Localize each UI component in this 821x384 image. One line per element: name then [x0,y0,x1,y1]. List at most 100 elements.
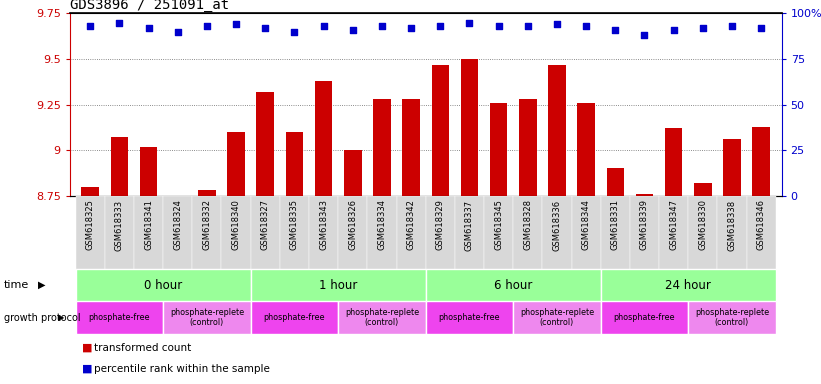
Bar [519,99,537,196]
Text: phosphate-free: phosphate-free [438,313,500,322]
Text: GSM618338: GSM618338 [727,200,736,251]
Point [230,22,243,28]
Bar [81,187,99,196]
Text: GSM618342: GSM618342 [406,200,415,250]
Point [346,27,360,33]
Text: phosphate-replete
(control): phosphate-replete (control) [345,308,419,328]
Bar [548,65,566,196]
Bar [455,196,484,269]
Point [492,23,505,29]
Text: time: time [4,280,30,290]
Bar [397,196,426,269]
Bar [461,59,478,196]
Text: percentile rank within the sample: percentile rank within the sample [94,364,270,374]
Text: GSM618333: GSM618333 [115,200,124,251]
Bar [577,103,595,196]
Point [638,32,651,38]
Text: GSM618346: GSM618346 [757,200,766,250]
Point [550,22,563,28]
Point [433,23,447,29]
Text: 1 hour: 1 hour [319,279,357,291]
Text: ▶: ▶ [38,280,45,290]
Point [754,25,768,31]
Bar [250,301,338,334]
Bar [280,196,309,269]
Text: growth protocol: growth protocol [4,313,80,323]
Bar [134,196,163,269]
Point [405,25,418,31]
Text: ■: ■ [82,343,93,353]
Text: phosphate-replete
(control): phosphate-replete (control) [695,308,769,328]
Text: GSM618328: GSM618328 [523,200,532,250]
Text: GSM618347: GSM618347 [669,200,678,250]
Text: GDS3896 / 251091_at: GDS3896 / 251091_at [70,0,229,12]
Bar [338,196,367,269]
Text: GSM618336: GSM618336 [553,200,562,251]
Bar [432,65,449,196]
Text: GSM618341: GSM618341 [144,200,153,250]
Bar [426,269,601,301]
Point [375,23,388,29]
Bar [338,301,426,334]
Text: GSM618344: GSM618344 [581,200,590,250]
Text: GSM618330: GSM618330 [699,200,708,250]
Text: GSM618335: GSM618335 [290,200,299,250]
Bar [635,194,654,196]
Point [521,23,534,29]
Bar [76,196,105,269]
Bar [688,301,776,334]
Text: GSM618327: GSM618327 [261,200,270,250]
Bar [256,92,274,196]
Point [608,27,621,33]
Bar [76,301,163,334]
Point [696,25,709,31]
Bar [309,196,338,269]
Point [580,23,593,29]
Bar [374,99,391,196]
Bar [601,301,688,334]
Text: ▶: ▶ [58,313,65,322]
Text: phosphate-free: phosphate-free [264,313,325,322]
Bar [163,301,250,334]
Text: GSM618332: GSM618332 [203,200,211,250]
Text: ■: ■ [82,364,93,374]
Bar [723,139,741,196]
Bar [513,196,543,269]
Point [288,28,301,35]
Point [142,25,155,31]
Bar [426,196,455,269]
Bar [752,126,770,196]
Bar [222,196,250,269]
Text: phosphate-replete
(control): phosphate-replete (control) [520,308,594,328]
Point [317,23,330,29]
Text: GSM618329: GSM618329 [436,200,445,250]
Bar [543,196,571,269]
Bar [484,196,513,269]
Text: GSM618339: GSM618339 [640,200,649,250]
Bar [344,150,361,196]
Text: GSM618340: GSM618340 [232,200,241,250]
Bar [630,196,659,269]
Bar [601,196,630,269]
Bar [601,269,776,301]
Text: GSM618325: GSM618325 [85,200,94,250]
Point [726,23,739,29]
Text: GSM618326: GSM618326 [348,200,357,250]
Bar [250,196,280,269]
Bar [227,132,245,196]
Point [84,23,97,29]
Bar [163,196,192,269]
Bar [402,99,420,196]
Bar [694,183,712,196]
Text: phosphate-replete
(control): phosphate-replete (control) [170,308,244,328]
Text: GSM618334: GSM618334 [378,200,387,250]
Text: GSM618337: GSM618337 [465,200,474,251]
Bar [111,137,128,196]
Bar [426,301,513,334]
Bar [198,190,216,196]
Bar [659,196,688,269]
Text: phosphate-free: phosphate-free [89,313,150,322]
Bar [571,196,601,269]
Bar [718,196,746,269]
Text: 24 hour: 24 hour [665,279,711,291]
